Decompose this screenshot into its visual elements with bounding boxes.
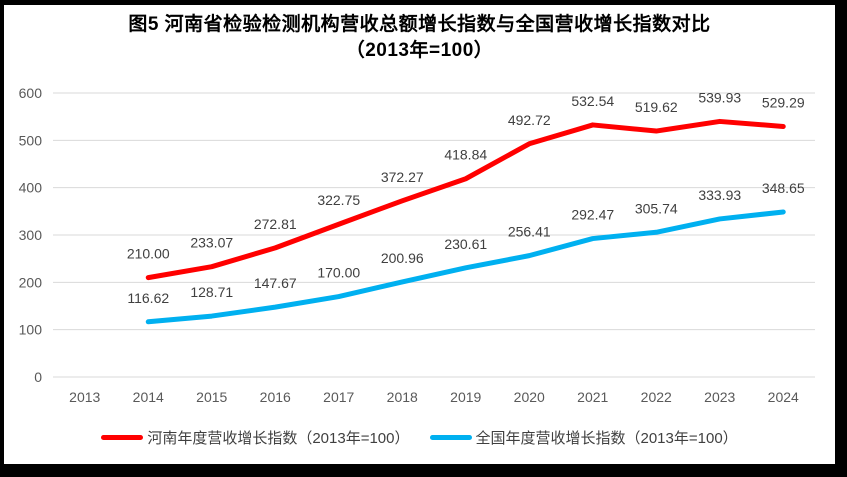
x-axis-tick-label: 2015 bbox=[196, 389, 227, 405]
x-axis-tick-label: 2024 bbox=[768, 389, 799, 405]
legend-item-national: 全国年度营收增长指数（2013年=100） bbox=[429, 427, 738, 448]
chart-title: 图5 河南省检验检测机构营收总额增长指数与全国营收增长指数对比 （2013年=1… bbox=[4, 12, 835, 64]
data-label: 128.71 bbox=[190, 284, 233, 300]
plot-area: 0 100 200 300 400 500 600 2013 2014 2015 2016 2017 2… bbox=[19, 85, 815, 405]
series-line-0 bbox=[145, 118, 786, 281]
x-axis-tick-label: 2016 bbox=[260, 389, 291, 405]
x-axis-tick-label: 2018 bbox=[387, 389, 418, 405]
legend: 河南年度营收增长指数（2013年=100） 全国年度营收增长指数（2013年=1… bbox=[4, 427, 835, 448]
legend-line-swatch-henan bbox=[101, 435, 144, 440]
data-label: 539.93 bbox=[698, 89, 741, 105]
data-label: 230.61 bbox=[444, 236, 487, 252]
x-axis-tick-label: 2023 bbox=[704, 389, 735, 405]
legend-label-henan: 河南年度营收增长指数（2013年=100） bbox=[147, 430, 410, 447]
y-axis-tick-label: 200 bbox=[19, 274, 43, 290]
y-axis-tick-label: 0 bbox=[34, 369, 42, 385]
y-axis-tick-label: 300 bbox=[19, 227, 43, 243]
data-label: 418.84 bbox=[444, 147, 487, 163]
data-label: 519.62 bbox=[635, 99, 678, 115]
data-label: 210.00 bbox=[127, 246, 170, 262]
y-axis-tick-label: 400 bbox=[19, 180, 43, 196]
x-axis-tick-label: 2017 bbox=[323, 389, 354, 405]
data-label: 322.75 bbox=[317, 192, 360, 208]
data-label: 272.81 bbox=[254, 216, 297, 232]
data-label: 256.41 bbox=[508, 224, 551, 240]
x-axis-tick-label: 2020 bbox=[514, 389, 545, 405]
x-axis-tick-label: 2021 bbox=[577, 389, 608, 405]
data-label: 348.65 bbox=[762, 180, 805, 196]
data-label: 147.67 bbox=[254, 275, 297, 291]
data-label: 200.96 bbox=[381, 250, 424, 266]
data-label: 532.54 bbox=[571, 93, 614, 109]
data-label: 492.72 bbox=[508, 112, 551, 128]
y-axis-tick-label: 600 bbox=[19, 85, 43, 101]
data-label: 333.93 bbox=[698, 187, 741, 203]
legend-item-henan: 河南年度营收增长指数（2013年=100） bbox=[101, 427, 410, 448]
data-label: 233.07 bbox=[190, 235, 233, 251]
legend-line-swatch-national bbox=[429, 435, 472, 440]
legend-label-national: 全国年度营收增长指数（2013年=100） bbox=[475, 430, 738, 447]
x-axis-tick-label: 2022 bbox=[641, 389, 672, 405]
data-label: 305.74 bbox=[635, 200, 678, 216]
y-axis-tick-label: 100 bbox=[19, 322, 43, 338]
data-label: 116.62 bbox=[127, 290, 169, 306]
data-label: 529.29 bbox=[762, 94, 805, 110]
data-label: 372.27 bbox=[381, 169, 424, 185]
x-axis-tick-label: 2019 bbox=[450, 389, 481, 405]
x-axis-tick-label: 2014 bbox=[133, 389, 164, 405]
y-axis-tick-label: 500 bbox=[19, 132, 43, 148]
series-line-1 bbox=[145, 209, 786, 325]
data-label: 292.47 bbox=[571, 207, 614, 223]
data-label: 170.00 bbox=[317, 265, 360, 281]
x-axis-tick-label: 2013 bbox=[69, 389, 100, 405]
chart-title-line2: （2013年=100） bbox=[345, 40, 494, 61]
chart-title-line1: 图5 河南省检验检测机构营收总额增长指数与全国营收增长指数对比 bbox=[128, 14, 711, 35]
